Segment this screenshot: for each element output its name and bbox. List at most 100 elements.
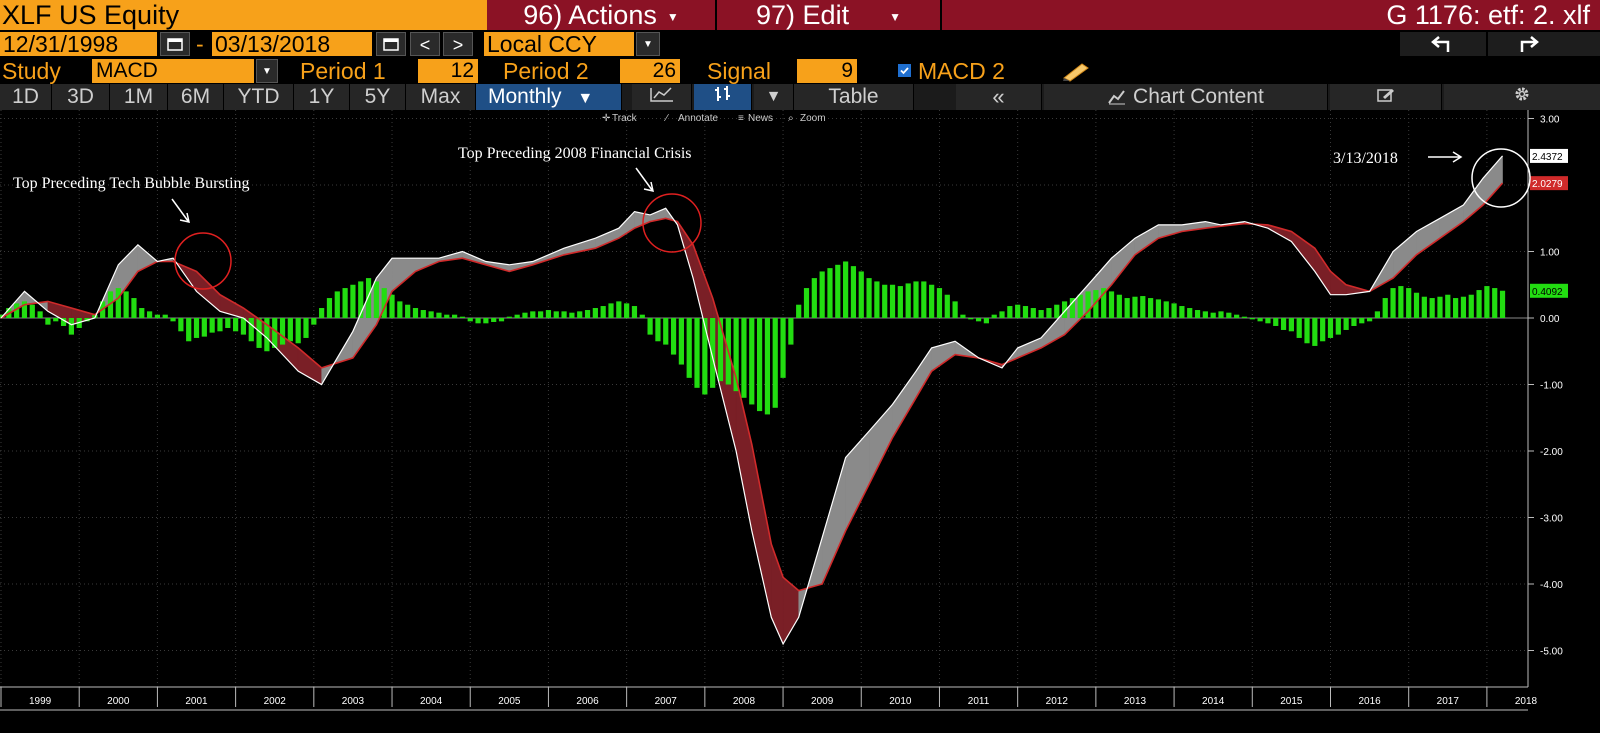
histogram-bar <box>545 310 552 318</box>
macd-chart[interactable]: Track Annotate News Zoom ✛ ∕ ≡ ⌕ 3.00 2.0… <box>0 110 1600 733</box>
histogram-bar <box>29 304 35 318</box>
edit-menu[interactable]: 97) Edit ▼ <box>715 0 940 30</box>
annotate-icon: ∕ <box>663 113 669 124</box>
range-1d[interactable]: 1D <box>0 84 52 110</box>
line-chart-icon[interactable] <box>632 84 692 110</box>
period2-field[interactable]: 26 <box>620 59 680 83</box>
zoom-icon: ⌕ <box>788 113 794 124</box>
study-dropdown-icon[interactable]: ▼ <box>256 59 278 83</box>
histogram-bar <box>1148 298 1154 318</box>
histogram-bar <box>866 278 872 318</box>
histogram-bar <box>592 308 598 318</box>
annotate-tool[interactable]: Annotate <box>678 113 718 124</box>
signal-field[interactable]: 9 <box>797 59 857 83</box>
histogram-bar <box>68 318 74 335</box>
zoom-tool[interactable]: Zoom <box>800 113 826 124</box>
histogram-bar <box>287 318 293 342</box>
histogram-bar <box>389 294 395 318</box>
signal-last-value-bg <box>1530 176 1568 191</box>
period1-label: Period 1 <box>300 58 386 84</box>
actions-caret-icon: ▼ <box>666 9 679 24</box>
histogram-last-value: 0.4092 <box>1532 287 1563 298</box>
edit-caret-icon: ▼ <box>889 9 901 24</box>
range-5y[interactable]: 5Y <box>350 84 406 110</box>
histogram-bar <box>960 314 966 318</box>
histogram-bar <box>1257 318 1263 322</box>
collapse-icon[interactable]: « <box>956 84 1042 110</box>
histogram-bar <box>1194 310 1201 318</box>
end-calendar-icon[interactable] <box>376 32 406 56</box>
histogram-bar <box>209 318 215 333</box>
histogram-bar <box>1390 288 1396 318</box>
news-tool[interactable]: News <box>748 113 773 124</box>
track-icon: ✛ <box>602 113 610 124</box>
range-max[interactable]: Max <box>406 84 476 110</box>
previous-period-icon[interactable]: < <box>410 32 440 56</box>
actions-menu[interactable]: 96) Actions ▼ <box>487 0 715 30</box>
end-date-field[interactable]: 03/13/2018 <box>212 32 372 56</box>
histogram-bar <box>1249 318 1255 320</box>
pencil-icon[interactable] <box>1060 60 1092 87</box>
range-1y[interactable]: 1Y <box>294 84 350 110</box>
y-tick-label: -4.00 <box>1540 580 1563 591</box>
x-tick-label: 2011 <box>968 696 990 707</box>
chart-grid <box>0 110 1528 687</box>
histogram-bar <box>999 311 1005 318</box>
financial-crisis-circle <box>642 193 702 253</box>
histogram-bar <box>1476 290 1482 318</box>
next-period-icon[interactable]: > <box>443 32 473 56</box>
period1-field[interactable]: 12 <box>418 59 478 83</box>
histogram-bar <box>365 278 372 318</box>
histogram-bar <box>350 284 356 318</box>
ticker-title[interactable]: XLF US Equity <box>0 0 495 30</box>
histogram-bar <box>397 301 403 318</box>
forward-button[interactable] <box>1488 32 1600 56</box>
histogram-bar <box>1366 318 1373 322</box>
histogram-bar <box>1304 318 1310 344</box>
edit-chart-icon[interactable] <box>1330 84 1442 110</box>
start-calendar-icon[interactable] <box>160 32 190 56</box>
chart-type-caret-icon[interactable]: ▼ <box>754 84 794 110</box>
title-bar: XLF US Equity 96) Actions ▼ 97) Edit ▼ G 1… <box>0 0 1600 30</box>
histogram-bar <box>21 301 28 318</box>
histogram-bar <box>1437 296 1443 318</box>
histogram-bar <box>1179 306 1185 318</box>
currency-dropdown-icon[interactable]: ▼ <box>636 32 660 56</box>
range-6m[interactable]: 6M <box>168 84 224 110</box>
histogram-bar <box>788 318 794 345</box>
settings-gear-icon[interactable] <box>1444 84 1600 110</box>
macd-last-value-bg <box>1530 148 1568 163</box>
range-ytd[interactable]: YTD <box>224 84 294 110</box>
histogram-bar <box>749 318 755 405</box>
histogram-bar <box>1132 296 1138 318</box>
histogram-bar <box>1468 294 1474 318</box>
histogram-bar <box>756 318 763 412</box>
tech-bubble-annotation: Top Preceding Tech Bubble Bursting <box>13 175 250 192</box>
macd2-checkbox[interactable] <box>898 64 911 77</box>
histogram-bar <box>670 318 677 355</box>
start-date-field[interactable]: 12/31/1998 <box>0 32 157 56</box>
range-3d[interactable]: 3D <box>52 84 110 110</box>
histogram-bar <box>764 318 771 415</box>
back-button[interactable] <box>1400 32 1486 56</box>
histogram-bar <box>1453 298 1459 318</box>
histogram-bar <box>1320 318 1326 342</box>
table-button[interactable]: Table <box>794 84 914 110</box>
histogram-bar <box>1226 312 1232 318</box>
x-tick-label: 2003 <box>342 696 365 707</box>
signal-last-value: 2.0279 <box>1532 179 1563 190</box>
latest-date-annotation: 3/13/2018 <box>1333 150 1398 167</box>
currency-select[interactable]: Local CCY <box>484 32 634 56</box>
range-1m[interactable]: 1M <box>110 84 168 110</box>
histogram-bar <box>139 308 145 318</box>
histogram-bar <box>944 294 950 318</box>
track-tool[interactable]: Track <box>612 113 638 124</box>
frequency-select[interactable]: Monthly ▼ <box>476 84 622 110</box>
frequency-caret-icon: ▼ <box>577 90 594 107</box>
y-tick-label: -5.00 <box>1540 647 1563 658</box>
bar-chart-icon[interactable] <box>694 84 752 110</box>
histogram-bar <box>522 312 528 318</box>
study-select[interactable]: MACD <box>92 59 254 83</box>
histogram-bar <box>1460 296 1467 318</box>
chart-content-button[interactable]: Chart Content <box>1044 84 1328 110</box>
